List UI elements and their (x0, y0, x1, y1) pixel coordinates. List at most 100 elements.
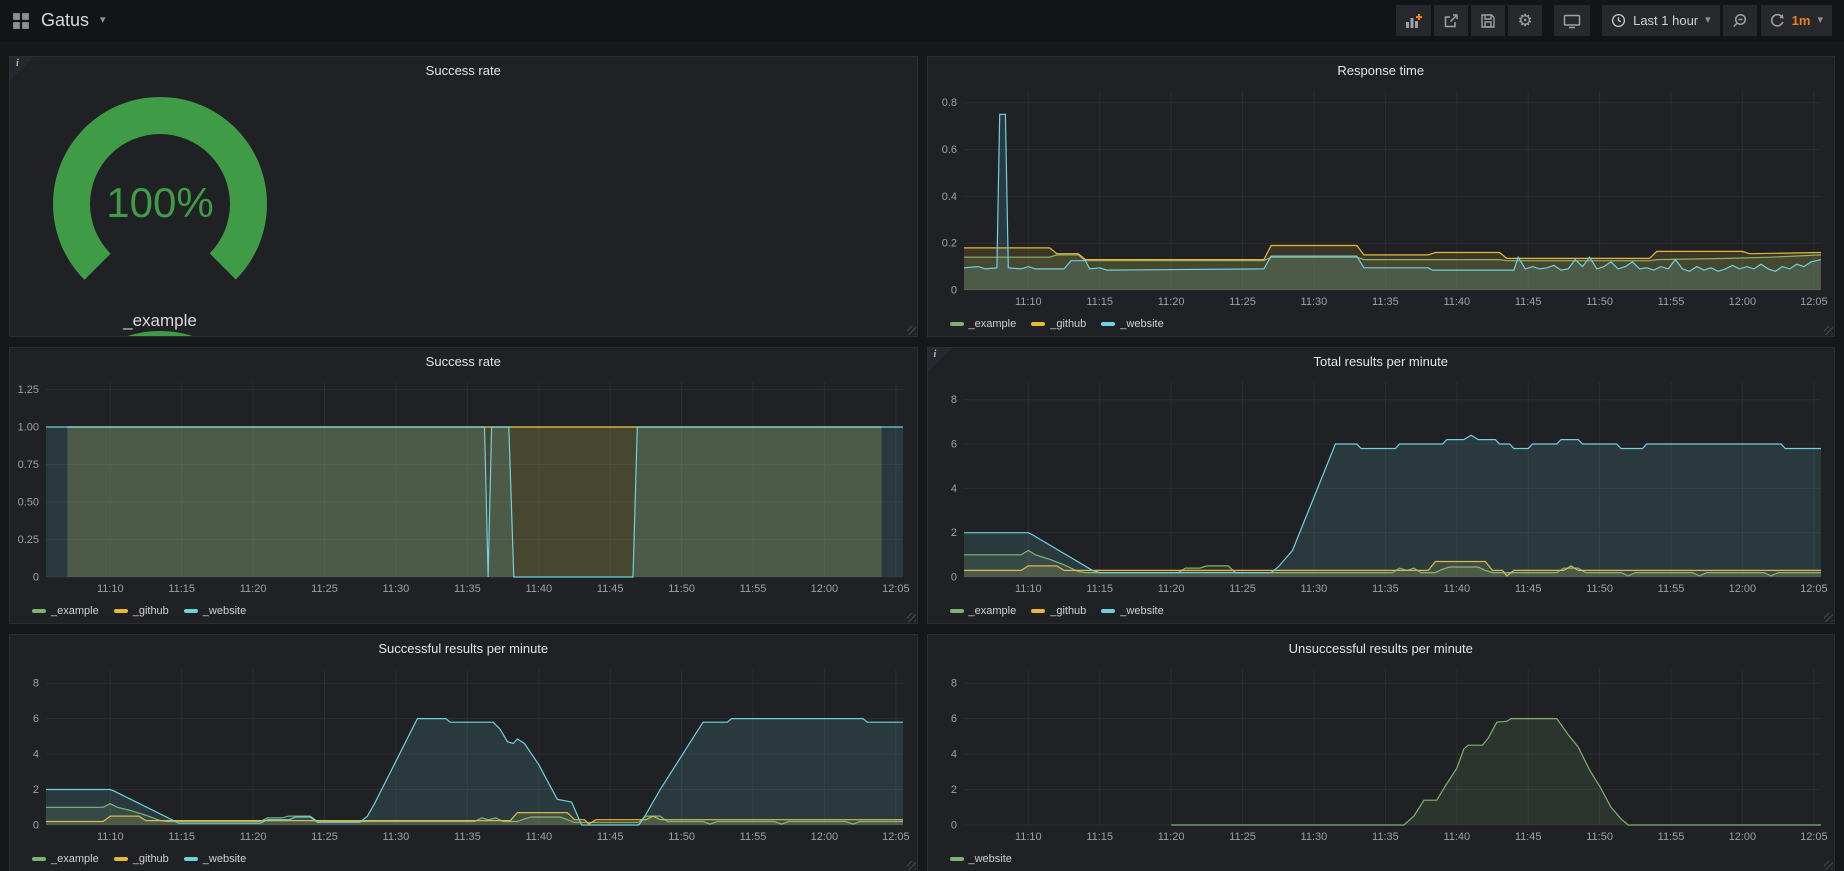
save-button[interactable] (1471, 5, 1506, 36)
svg-text:6: 6 (950, 713, 956, 725)
resize-handle[interactable] (1824, 613, 1833, 622)
legend-label: _website (968, 853, 1012, 865)
legend-swatch (113, 609, 128, 613)
legend-item-_github[interactable]: _github (113, 853, 169, 865)
svg-text:11:25: 11:25 (311, 583, 338, 595)
svg-text:11:35: 11:35 (1372, 831, 1399, 843)
chart-svg: 11:10 11:15 11:20 11:25 11:30 11:35 11:40 11:45… (18, 382, 910, 595)
legend-item-_example[interactable]: _example (32, 605, 99, 617)
success-rate-chart[interactable]: 11:10 11:15 11:20 11:25 11:30 11:35 11:40 11:45… (10, 374, 917, 599)
svg-text:12:00: 12:00 (811, 831, 839, 843)
tv-mode-icon (1563, 14, 1581, 28)
resize-handle[interactable] (1824, 326, 1833, 335)
gauge-example: 100% _example (10, 97, 310, 331)
total-results-chart[interactable]: 11:10 11:15 11:20 11:25 11:30 11:35 11:40 11:45… (928, 374, 1835, 599)
svg-text:6: 6 (33, 713, 39, 725)
svg-text:11:35: 11:35 (454, 583, 481, 595)
svg-text:11:25: 11:25 (1229, 583, 1256, 595)
svg-text:11:40: 11:40 (1443, 583, 1470, 595)
legend-swatch (113, 857, 128, 861)
dashboard-picker[interactable]: Gatus ▾ (12, 10, 106, 31)
svg-text:11:20: 11:20 (1157, 296, 1184, 308)
svg-text:11:25: 11:25 (1229, 296, 1256, 308)
legend-label: _github (132, 605, 169, 617)
svg-text:11:45: 11:45 (1514, 296, 1541, 308)
legend-item-_website[interactable]: _website (183, 853, 246, 865)
legend-item-_website[interactable]: _website (1101, 318, 1164, 330)
legend-item-_github[interactable]: _github (1031, 605, 1086, 617)
gauge-arc: 100% (53, 97, 267, 311)
legend-item-_website[interactable]: _website (949, 853, 1012, 865)
legend-item-_website[interactable]: _website (1101, 605, 1164, 617)
svg-text:0: 0 (950, 572, 956, 584)
svg-text:11:30: 11:30 (1300, 583, 1327, 595)
share-button[interactable] (1434, 5, 1469, 36)
svg-text:11:55: 11:55 (1657, 296, 1684, 308)
panel-title[interactable]: Unsuccessful results per minute (1288, 640, 1473, 656)
tv-mode-button[interactable] (1554, 5, 1591, 36)
svg-text:11:55: 11:55 (1657, 831, 1684, 843)
unsuccessful-results-chart[interactable]: 11:10 11:15 11:20 11:25 11:30 11:35 11:40 11:45… (928, 661, 1835, 847)
svg-text:11:25: 11:25 (1229, 831, 1256, 843)
panel-title[interactable]: Success rate (425, 62, 501, 78)
chart-svg: 11:10 11:15 11:20 11:25 11:30 11:35 11:40 11:45… (33, 669, 910, 843)
panel-title[interactable]: Response time (1337, 62, 1425, 78)
svg-text:0.50: 0.50 (18, 497, 39, 509)
resize-handle[interactable] (906, 326, 916, 335)
svg-text:11:55: 11:55 (740, 831, 767, 843)
panel-title[interactable]: Total results per minute (1313, 353, 1448, 369)
legend-item-_github[interactable]: _github (113, 605, 169, 617)
svg-text:12:00: 12:00 (1728, 583, 1756, 595)
legend-swatch (949, 857, 964, 861)
chart-legend: _example _github _website (928, 599, 1835, 623)
legend-item-_github[interactable]: _github (1031, 318, 1086, 330)
resize-handle[interactable] (906, 861, 916, 870)
svg-text:8: 8 (33, 678, 39, 690)
svg-text:1.25: 1.25 (18, 384, 39, 396)
svg-text:11:20: 11:20 (240, 583, 267, 595)
legend-item-_example[interactable]: _example (949, 605, 1016, 617)
svg-text:0: 0 (33, 820, 39, 832)
panel-success-rate-gauges: i Success rate 100% _example 100% _githu… (9, 56, 918, 337)
svg-text:11:30: 11:30 (1300, 831, 1327, 843)
panel-title[interactable]: Successful results per minute (378, 640, 549, 656)
legend-item-_example[interactable]: _example (32, 853, 99, 865)
chart-legend: _example _github _website (10, 847, 917, 871)
svg-text:0.8: 0.8 (941, 97, 956, 109)
info-corner-icon[interactable] (10, 57, 34, 81)
svg-text:2: 2 (33, 784, 39, 796)
gauge-label: _example (123, 311, 197, 330)
settings-button[interactable]: ⚙ (1508, 5, 1543, 36)
add-panel-button[interactable] (1396, 5, 1432, 36)
panel-title[interactable]: Success rate (425, 353, 501, 369)
legend-swatch (949, 609, 964, 613)
refresh-button[interactable]: 1m ▾ (1760, 5, 1832, 36)
svg-text:8: 8 (950, 678, 956, 690)
add-panel-icon (1406, 13, 1423, 28)
svg-text:11:15: 11:15 (168, 831, 195, 843)
resize-handle[interactable] (1824, 861, 1833, 870)
chart-svg: 11:10 11:15 11:20 11:25 11:30 11:35 11:40 11:45… (941, 91, 1827, 308)
resize-handle[interactable] (906, 613, 916, 622)
svg-text:11:35: 11:35 (1372, 583, 1399, 595)
legend-item-_example[interactable]: _example (949, 318, 1016, 330)
panel-unsuccessful-results: Unsuccessful results per minute 11:10 11:… (926, 634, 1835, 871)
legend-swatch (1031, 322, 1046, 326)
successful-results-chart[interactable]: 11:10 11:15 11:20 11:25 11:30 11:35 11:40 11:45… (10, 661, 917, 847)
time-range-button[interactable]: Last 1 hour ▾ (1602, 5, 1720, 36)
zoom-out-button[interactable] (1722, 5, 1757, 36)
svg-text:11:10: 11:10 (1014, 583, 1041, 595)
svg-text:11:15: 11:15 (1086, 583, 1113, 595)
legend-label: _website (202, 605, 247, 617)
legend-swatch (183, 609, 198, 613)
svg-text:11:15: 11:15 (1086, 831, 1113, 843)
svg-text:11:50: 11:50 (1586, 583, 1613, 595)
info-corner-icon[interactable] (927, 348, 952, 372)
legend-swatch (1101, 322, 1116, 326)
legend-item-_website[interactable]: _website (183, 605, 247, 617)
legend-swatch (183, 857, 198, 861)
response-time-chart[interactable]: 11:10 11:15 11:20 11:25 11:30 11:35 11:40 11:45… (928, 83, 1835, 312)
dashboard-title[interactable]: Gatus (41, 10, 90, 30)
svg-text:0: 0 (950, 285, 956, 297)
svg-text:11:40: 11:40 (525, 831, 552, 843)
